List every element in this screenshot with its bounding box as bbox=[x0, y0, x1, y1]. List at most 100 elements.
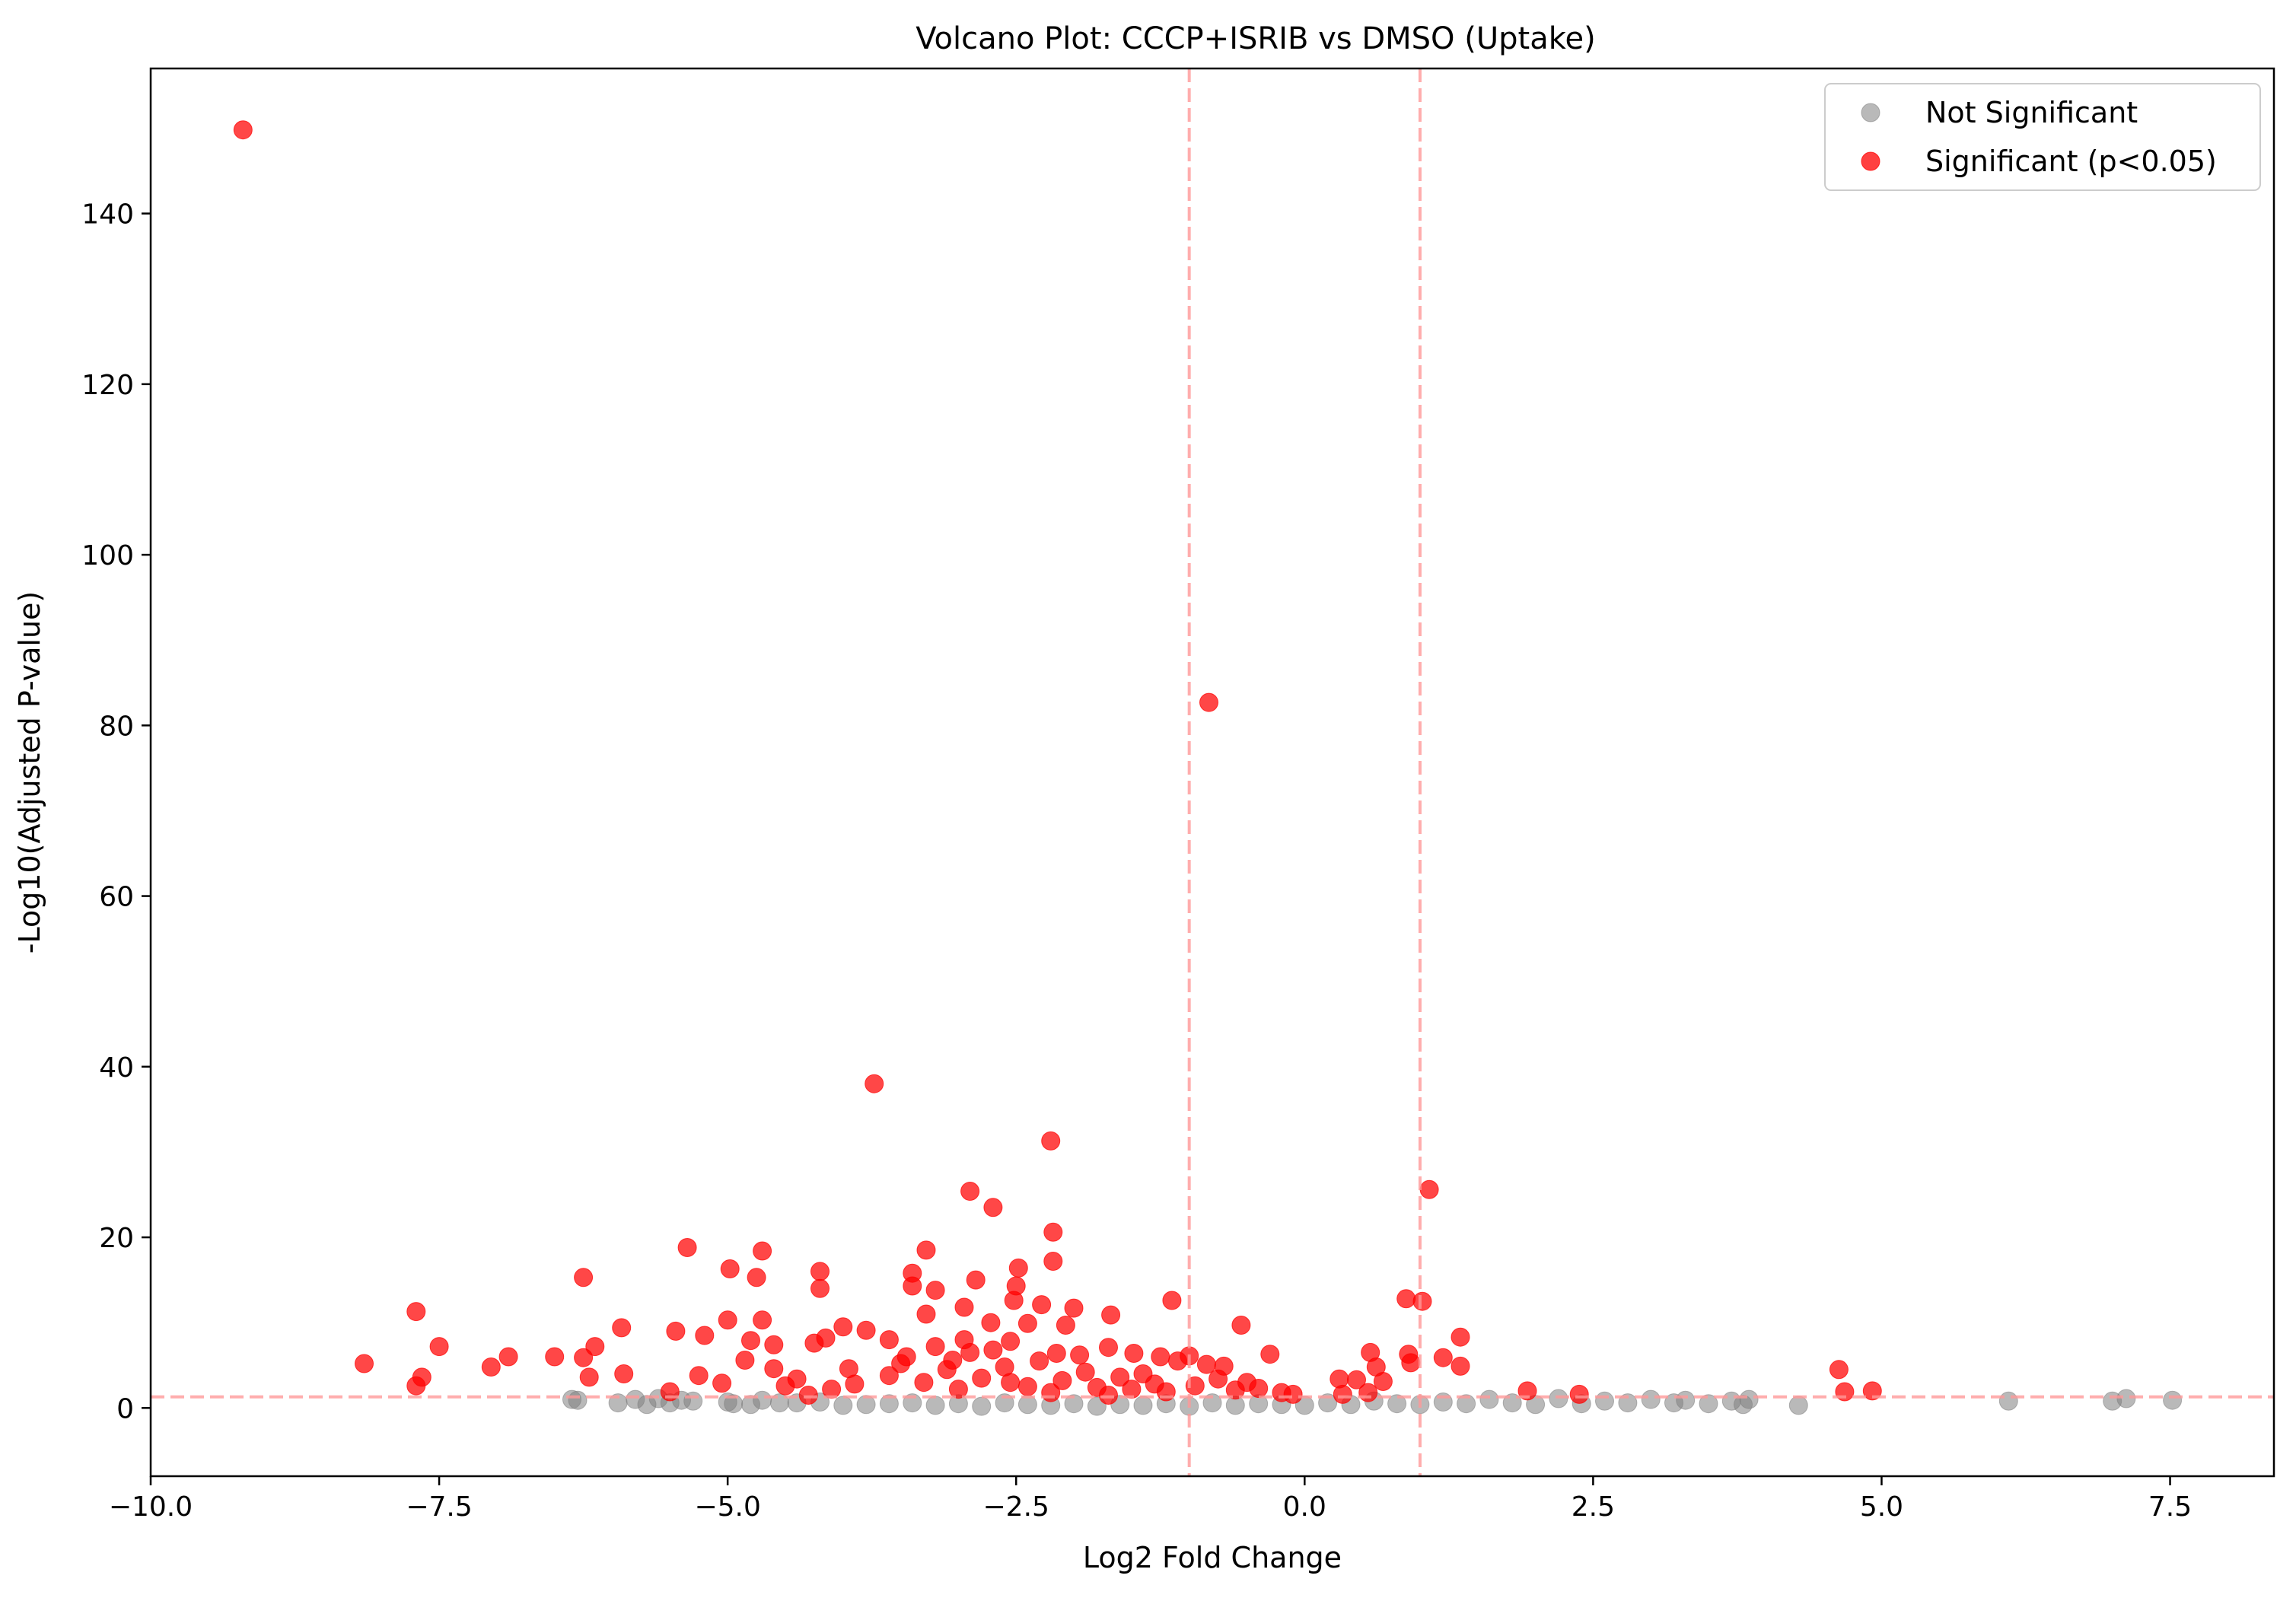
data-point bbox=[1401, 1353, 1421, 1373]
data-point bbox=[355, 1354, 374, 1373]
data-point bbox=[1451, 1327, 1470, 1347]
data-point bbox=[406, 1302, 426, 1322]
data-point bbox=[1829, 1360, 1849, 1380]
data-point bbox=[568, 1390, 588, 1410]
data-point bbox=[612, 1318, 632, 1338]
data-point bbox=[233, 120, 253, 140]
data-point bbox=[1641, 1389, 1661, 1409]
y-tick-label: 40 bbox=[99, 1052, 134, 1084]
data-point bbox=[1412, 1291, 1432, 1311]
data-point bbox=[689, 1366, 709, 1386]
data-point bbox=[1041, 1383, 1061, 1402]
data-point bbox=[2116, 1389, 2136, 1408]
data-point bbox=[1168, 1351, 1187, 1371]
marks-layer bbox=[233, 120, 2183, 1416]
legend-box bbox=[1824, 83, 2261, 191]
data-point bbox=[879, 1394, 899, 1414]
data-point bbox=[833, 1396, 853, 1415]
legend-marker-significant bbox=[1861, 151, 1880, 171]
data-point bbox=[1283, 1384, 1303, 1404]
legend-label-significant: Significant (p<0.05) bbox=[1925, 145, 2217, 178]
data-point bbox=[1333, 1384, 1352, 1404]
data-point bbox=[948, 1380, 968, 1399]
data-point bbox=[960, 1342, 980, 1362]
data-point bbox=[1056, 1316, 1075, 1335]
data-point bbox=[1260, 1345, 1280, 1364]
data-point bbox=[574, 1348, 594, 1367]
data-point bbox=[545, 1347, 565, 1367]
data-point bbox=[903, 1276, 922, 1296]
data-point bbox=[810, 1262, 830, 1281]
data-point bbox=[1595, 1391, 1614, 1411]
data-point bbox=[1151, 1347, 1170, 1367]
data-point bbox=[666, 1321, 686, 1341]
data-point bbox=[1479, 1389, 1499, 1409]
data-point bbox=[753, 1390, 772, 1410]
data-point bbox=[1017, 1313, 1037, 1333]
data-point bbox=[1046, 1344, 1066, 1363]
y-axis-label: -Log10(Adjusted P-value) bbox=[13, 591, 46, 954]
x-tick-label: 7.5 bbox=[2148, 1491, 2192, 1523]
data-point bbox=[879, 1366, 899, 1386]
data-point bbox=[1064, 1394, 1084, 1414]
data-point bbox=[1457, 1394, 1476, 1414]
data-point bbox=[1433, 1348, 1453, 1367]
data-point bbox=[1008, 1258, 1028, 1278]
legend: Not Significant Significant (p<0.05) bbox=[1824, 83, 2261, 191]
series-significant bbox=[233, 120, 1882, 1405]
data-point bbox=[972, 1396, 992, 1416]
data-point bbox=[1043, 1222, 1063, 1242]
data-point bbox=[429, 1337, 449, 1357]
data-point bbox=[677, 1238, 697, 1257]
data-point bbox=[1549, 1389, 1568, 1408]
x-axis-label: Log2 Fold Change bbox=[1083, 1541, 1342, 1574]
x-tick-label: −5.0 bbox=[694, 1491, 760, 1523]
data-point bbox=[2163, 1390, 2183, 1410]
data-point bbox=[1739, 1389, 1759, 1409]
data-point bbox=[1162, 1291, 1182, 1310]
chart-title: Volcano Plot: CCCP+ISRIB vs DMSO (Uptake… bbox=[916, 21, 1595, 56]
data-point bbox=[896, 1347, 916, 1367]
data-point bbox=[764, 1359, 784, 1379]
data-point bbox=[925, 1337, 945, 1357]
data-point bbox=[1231, 1316, 1251, 1335]
x-tick-label: −2.5 bbox=[983, 1491, 1049, 1523]
data-point bbox=[695, 1326, 715, 1345]
data-point bbox=[1358, 1383, 1378, 1402]
data-point bbox=[925, 1281, 945, 1300]
data-point bbox=[1041, 1131, 1061, 1151]
data-point bbox=[1133, 1396, 1153, 1415]
data-point bbox=[925, 1396, 945, 1415]
data-point bbox=[406, 1376, 426, 1396]
data-point bbox=[1199, 692, 1218, 712]
data-point bbox=[787, 1369, 807, 1389]
data-point bbox=[1196, 1354, 1216, 1374]
y-tick-label: 120 bbox=[81, 370, 134, 401]
data-point bbox=[1001, 1332, 1021, 1351]
x-tick-label: −10.0 bbox=[109, 1491, 193, 1523]
x-tick-label: 2.5 bbox=[1572, 1491, 1615, 1523]
legend-label-not-significant: Not Significant bbox=[1925, 96, 2138, 129]
legend-marker-not-significant bbox=[1861, 103, 1880, 123]
data-point bbox=[712, 1373, 732, 1393]
data-point bbox=[1099, 1338, 1118, 1358]
data-point bbox=[1001, 1373, 1021, 1393]
data-point bbox=[579, 1367, 599, 1387]
data-point bbox=[1052, 1370, 1072, 1390]
data-point bbox=[1419, 1179, 1439, 1199]
y-axis: 0 20 40 60 80 100 120 140 bbox=[81, 199, 151, 1424]
data-point bbox=[753, 1241, 772, 1261]
y-tick-label: 0 bbox=[116, 1393, 134, 1424]
reference-lines bbox=[151, 68, 2274, 1476]
data-point bbox=[718, 1310, 737, 1330]
data-point bbox=[981, 1313, 1001, 1332]
data-point bbox=[585, 1337, 605, 1357]
data-point bbox=[1110, 1367, 1130, 1387]
data-point bbox=[1099, 1386, 1118, 1405]
data-point bbox=[1676, 1390, 1696, 1410]
data-point bbox=[914, 1373, 934, 1393]
y-tick-label: 20 bbox=[99, 1223, 134, 1254]
data-point bbox=[1396, 1289, 1416, 1309]
data-point bbox=[916, 1240, 936, 1260]
